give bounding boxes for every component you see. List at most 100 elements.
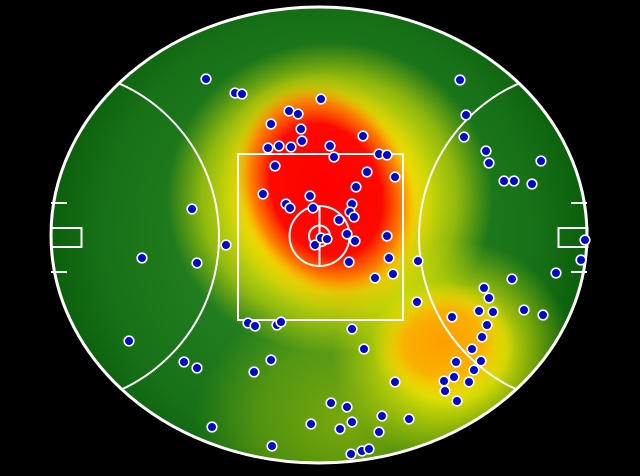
- data-point: [309, 239, 321, 251]
- data-point: [373, 426, 385, 438]
- data-point: [136, 252, 148, 264]
- data-point: [535, 155, 547, 167]
- data-point: [478, 282, 490, 294]
- data-point: [476, 331, 488, 343]
- data-point: [381, 149, 393, 161]
- data-point: [498, 175, 510, 187]
- data-point: [348, 211, 360, 223]
- data-point: [350, 181, 362, 193]
- data-point: [550, 267, 562, 279]
- data-point: [473, 305, 485, 317]
- data-point: [363, 443, 375, 455]
- data-point: [438, 375, 450, 387]
- heat-blob-main-red-core: [236, 85, 416, 295]
- data-point: [333, 214, 345, 226]
- data-point: [265, 118, 277, 130]
- data-point: [265, 354, 277, 366]
- data-point: [284, 202, 296, 214]
- data-point: [295, 123, 307, 135]
- data-point: [403, 413, 415, 425]
- data-point: [411, 296, 423, 308]
- data-point: [358, 343, 370, 355]
- data-point: [381, 230, 393, 242]
- data-point: [466, 343, 478, 355]
- data-point: [262, 142, 274, 154]
- data-point: [304, 190, 316, 202]
- data-point: [206, 421, 218, 433]
- data-point: [324, 140, 336, 152]
- data-point: [269, 160, 281, 172]
- data-point: [345, 448, 357, 460]
- data-point: [191, 362, 203, 374]
- centre-square: [237, 153, 404, 321]
- data-point: [325, 397, 337, 409]
- data-point: [463, 376, 475, 388]
- data-point: [236, 88, 248, 100]
- data-point: [249, 320, 261, 332]
- data-point: [273, 140, 285, 152]
- data-point: [458, 131, 470, 143]
- data-point: [480, 145, 492, 157]
- data-point: [321, 233, 333, 245]
- fifty-metre-arc-left: [51, 68, 220, 406]
- data-point: [266, 440, 278, 452]
- data-point: [451, 395, 463, 407]
- data-point: [468, 364, 480, 376]
- data-point: [439, 385, 451, 397]
- data-point: [328, 151, 340, 163]
- data-point: [450, 356, 462, 368]
- data-point: [575, 254, 587, 266]
- data-point: [305, 418, 317, 430]
- data-point: [200, 73, 212, 85]
- data-point: [257, 188, 269, 200]
- goal-square-left: [50, 227, 83, 248]
- data-point: [387, 268, 399, 280]
- data-point: [341, 401, 353, 413]
- data-point: [412, 255, 424, 267]
- scatter-points: [123, 73, 591, 460]
- data-point: [307, 202, 319, 214]
- data-point: [186, 203, 198, 215]
- data-point: [448, 371, 460, 383]
- data-point: [526, 178, 538, 190]
- data-point: [389, 376, 401, 388]
- data-point: [475, 355, 487, 367]
- data-point: [283, 105, 295, 117]
- data-point: [537, 309, 549, 321]
- data-point: [349, 235, 361, 247]
- data-point: [487, 306, 499, 318]
- data-point: [220, 239, 232, 251]
- data-point: [275, 316, 287, 328]
- data-point: [506, 273, 518, 285]
- data-point: [296, 135, 308, 147]
- data-point: [178, 356, 190, 368]
- data-point: [357, 130, 369, 142]
- data-point: [579, 234, 591, 246]
- data-point: [343, 256, 355, 268]
- data-point: [369, 272, 381, 284]
- data-point: [454, 74, 466, 86]
- data-point: [518, 304, 530, 316]
- data-point: [346, 416, 358, 428]
- data-point: [123, 335, 135, 347]
- data-point: [460, 109, 472, 121]
- data-point: [341, 228, 353, 240]
- data-point: [315, 93, 327, 105]
- data-point: [191, 257, 203, 269]
- data-point: [248, 366, 260, 378]
- data-point: [334, 423, 346, 435]
- data-point: [346, 323, 358, 335]
- data-point: [383, 252, 395, 264]
- data-point: [292, 108, 304, 120]
- data-point: [376, 410, 388, 422]
- data-point: [446, 311, 458, 323]
- data-point: [285, 141, 297, 153]
- data-point: [389, 171, 401, 183]
- data-point: [508, 175, 520, 187]
- data-point: [481, 319, 493, 331]
- data-point: [361, 166, 373, 178]
- fifty-metre-arc-right: [418, 68, 587, 406]
- data-point: [483, 292, 495, 304]
